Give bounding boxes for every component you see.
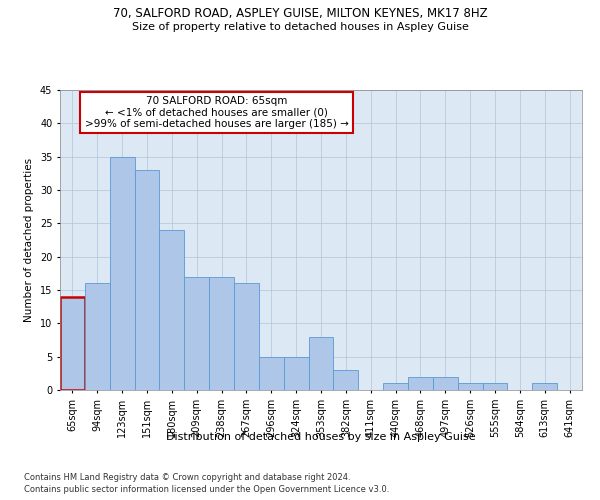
Text: 70 SALFORD ROAD: 65sqm
← <1% of detached houses are smaller (0)
>99% of semi-det: 70 SALFORD ROAD: 65sqm ← <1% of detached… bbox=[85, 96, 349, 129]
Bar bbox=[308, 336, 334, 390]
Bar bbox=[184, 276, 209, 390]
Y-axis label: Number of detached properties: Number of detached properties bbox=[25, 158, 34, 322]
Bar bbox=[482, 384, 508, 390]
Bar bbox=[60, 296, 85, 390]
Text: Distribution of detached houses by size in Aspley Guise: Distribution of detached houses by size … bbox=[166, 432, 476, 442]
Bar bbox=[234, 284, 259, 390]
Bar bbox=[160, 230, 184, 390]
Bar bbox=[334, 370, 358, 390]
Bar bbox=[532, 384, 557, 390]
Bar bbox=[134, 170, 160, 390]
Bar bbox=[433, 376, 458, 390]
Bar bbox=[110, 156, 134, 390]
Bar bbox=[259, 356, 284, 390]
Bar bbox=[458, 384, 482, 390]
Bar bbox=[408, 376, 433, 390]
Bar bbox=[284, 356, 308, 390]
Text: Size of property relative to detached houses in Aspley Guise: Size of property relative to detached ho… bbox=[131, 22, 469, 32]
Text: 70, SALFORD ROAD, ASPLEY GUISE, MILTON KEYNES, MK17 8HZ: 70, SALFORD ROAD, ASPLEY GUISE, MILTON K… bbox=[113, 8, 487, 20]
Text: Contains public sector information licensed under the Open Government Licence v3: Contains public sector information licen… bbox=[24, 485, 389, 494]
Bar bbox=[209, 276, 234, 390]
Text: Contains HM Land Registry data © Crown copyright and database right 2024.: Contains HM Land Registry data © Crown c… bbox=[24, 472, 350, 482]
Bar bbox=[85, 284, 110, 390]
Bar bbox=[383, 384, 408, 390]
